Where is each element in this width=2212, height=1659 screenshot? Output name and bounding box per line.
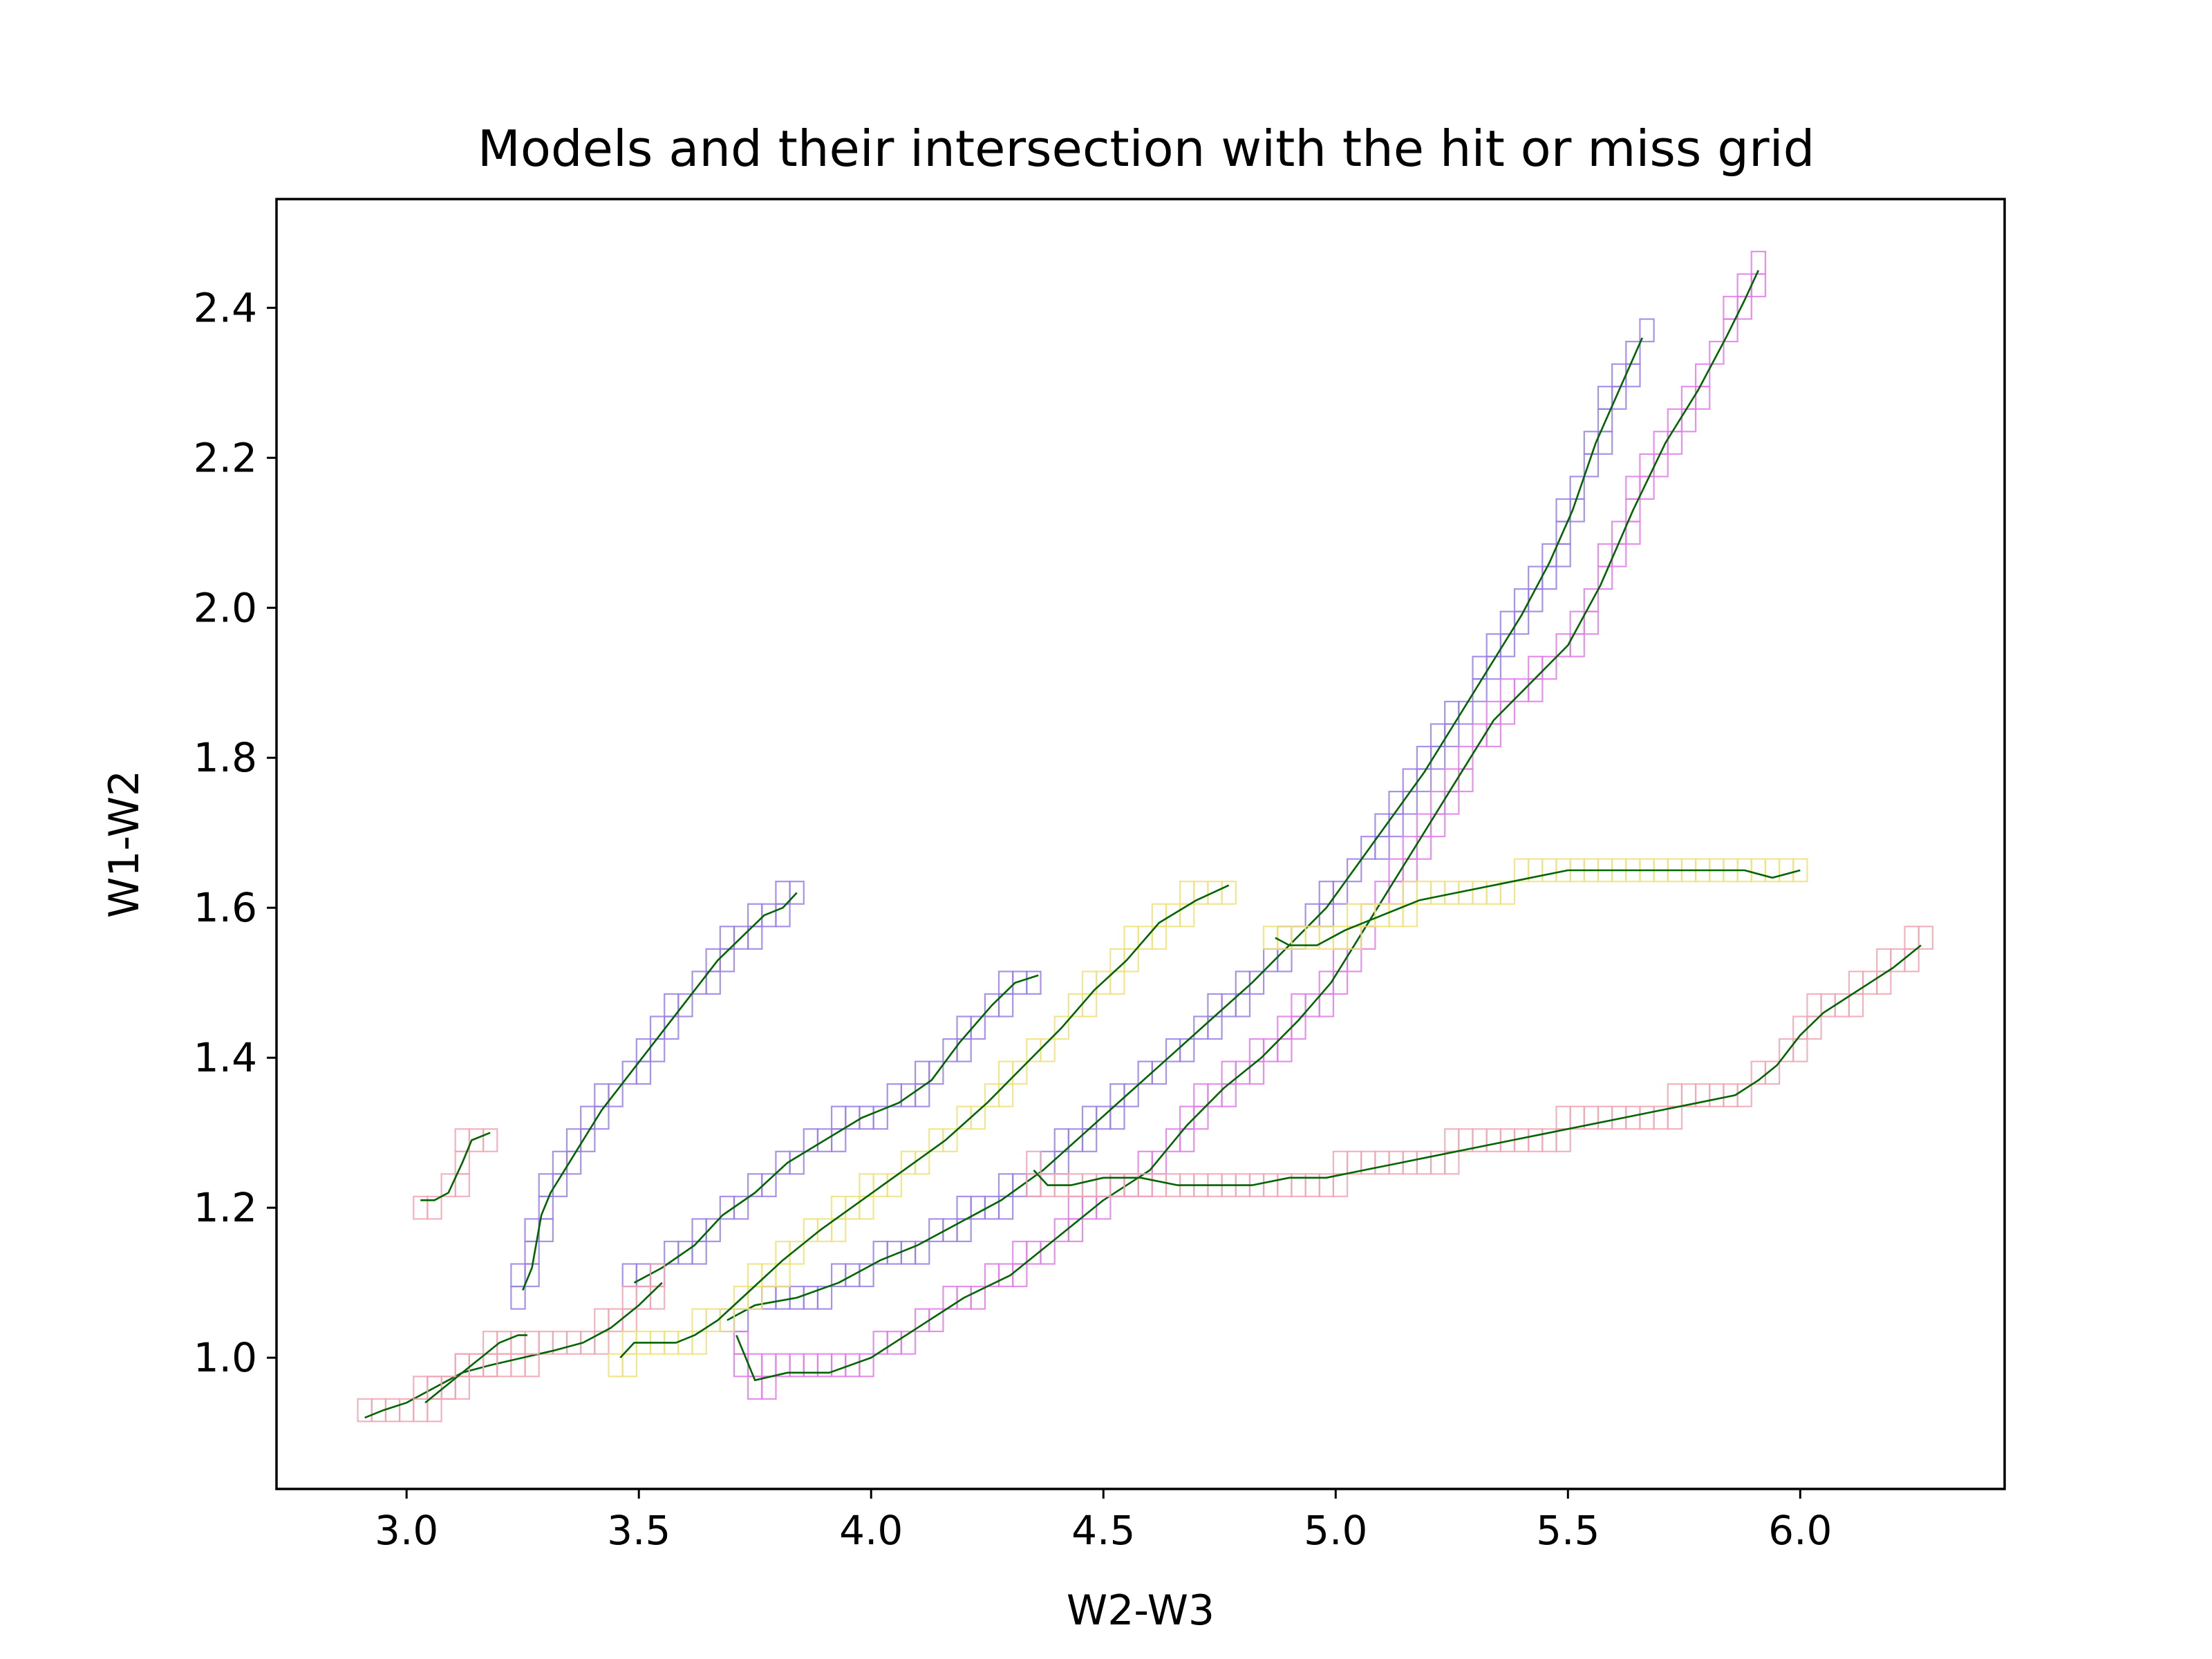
x-tick-label: 5.5 xyxy=(1536,1507,1600,1554)
plot-frame xyxy=(275,198,2006,1490)
grid-cell xyxy=(677,993,693,1018)
x-tick-label: 4.0 xyxy=(839,1507,903,1554)
y-tick-label: 1.8 xyxy=(194,734,257,781)
grid-cell xyxy=(1918,926,1933,950)
grid-cell xyxy=(705,1218,721,1243)
grid-cell xyxy=(482,1128,498,1152)
grid-cell xyxy=(789,1150,805,1175)
grid-cell xyxy=(1123,1083,1139,1107)
grid-cell xyxy=(816,1285,833,1310)
grid-cell xyxy=(1541,655,1557,680)
grid-cell xyxy=(1583,588,1600,612)
grid-cell xyxy=(970,1285,986,1310)
grid-cell xyxy=(914,1240,930,1265)
grid-cell xyxy=(1750,250,1766,275)
grid-cells-7 xyxy=(413,1128,498,1220)
y-tick-label: 1.2 xyxy=(194,1184,257,1231)
model-line-9 xyxy=(1275,869,1801,946)
x-tick-label: 3.0 xyxy=(375,1507,438,1554)
grid-cell xyxy=(1040,1038,1056,1062)
grid-cell xyxy=(859,1353,874,1378)
grid-cells-2 xyxy=(719,318,1655,1333)
grid-cell xyxy=(1695,363,1711,388)
x-axis: 3.0 3.5 4.0 4.5 5.0 5.5 6.0 xyxy=(375,1489,1832,1554)
grid-cell xyxy=(1625,341,1641,365)
series-8 xyxy=(608,881,1237,1378)
grid-cell xyxy=(524,1331,540,1355)
y-tick-label: 1.0 xyxy=(194,1334,257,1381)
grid-cell xyxy=(1709,341,1725,365)
grid-cell xyxy=(970,1015,986,1040)
model-line-6 xyxy=(1033,944,1922,1186)
y-tick-label: 1.6 xyxy=(194,884,257,931)
x-tick-label: 5.0 xyxy=(1304,1507,1367,1554)
chart-title: Models and their intersection with the h… xyxy=(478,120,1815,178)
grid-cell xyxy=(719,1308,735,1333)
model-line-7 xyxy=(420,1132,491,1201)
model-line-3 xyxy=(735,270,1759,1381)
x-axis-label: W2-W3 xyxy=(1067,1586,1215,1635)
grid-cell xyxy=(1053,1015,1069,1040)
grid-cell xyxy=(1458,700,1474,725)
grid-cell xyxy=(1221,881,1237,905)
y-tick-label: 1.4 xyxy=(194,1034,257,1081)
grid-cell xyxy=(900,1331,917,1355)
grid-cell xyxy=(1012,1060,1028,1085)
x-tick-label: 3.5 xyxy=(607,1507,671,1554)
grid-cell xyxy=(859,1263,874,1288)
grid-cell xyxy=(1248,971,1265,995)
model-line-4 xyxy=(364,1282,663,1419)
grid-cell xyxy=(1639,318,1655,343)
series-0 xyxy=(510,881,805,1310)
series-7 xyxy=(413,1128,498,1220)
grid-cell xyxy=(928,1060,944,1085)
series-5 xyxy=(413,1331,540,1423)
y-tick-label: 2.2 xyxy=(194,434,257,481)
grid-cell xyxy=(942,1128,958,1152)
grid-cell xyxy=(608,1083,624,1107)
grid-cell xyxy=(1179,1038,1195,1062)
model-line-1 xyxy=(633,974,1039,1284)
grid-cell xyxy=(1346,858,1362,883)
grid-cells-8 xyxy=(608,881,1237,1378)
grid-cell xyxy=(1499,881,1516,905)
grid-cells-3 xyxy=(733,250,1766,1400)
series-3 xyxy=(733,250,1766,1400)
grid-cell xyxy=(872,1105,888,1130)
y-tick-label: 2.4 xyxy=(194,284,257,331)
y-axis-label: W1-W2 xyxy=(100,770,149,918)
grid-cell xyxy=(886,1173,902,1197)
series-2 xyxy=(719,318,1655,1333)
grid-cell xyxy=(789,1240,805,1265)
x-tick-label: 4.5 xyxy=(1071,1507,1135,1554)
y-tick-label: 2.0 xyxy=(194,584,257,631)
y-axis: 1.0 1.2 1.4 1.6 1.8 2.0 2.2 2.4 xyxy=(194,284,276,1381)
grid-cell xyxy=(1764,1060,1781,1085)
grid-cell xyxy=(1792,858,1808,883)
grid-cells-6 xyxy=(1026,926,1933,1197)
grid-cell xyxy=(1736,1083,1752,1107)
grid-cell xyxy=(789,881,805,905)
grid-cell xyxy=(1026,971,1042,995)
series-1 xyxy=(621,971,1042,1288)
series-9 xyxy=(1262,858,1808,950)
grid-cell xyxy=(1458,745,1474,770)
grid-cell xyxy=(1332,881,1349,905)
series-6 xyxy=(1026,926,1933,1197)
grid-cell xyxy=(1040,1240,1056,1265)
model-line-8 xyxy=(619,884,1230,1358)
model-line-0 xyxy=(521,892,798,1291)
grid-cells-1 xyxy=(621,971,1042,1288)
model-line-2 xyxy=(727,337,1643,1322)
plot-layer xyxy=(357,250,1933,1423)
grid-cells-5 xyxy=(413,1331,540,1423)
grid-cell xyxy=(427,1195,442,1220)
model-line-5 xyxy=(424,1334,527,1404)
x-tick-label: 6.0 xyxy=(1768,1507,1832,1554)
